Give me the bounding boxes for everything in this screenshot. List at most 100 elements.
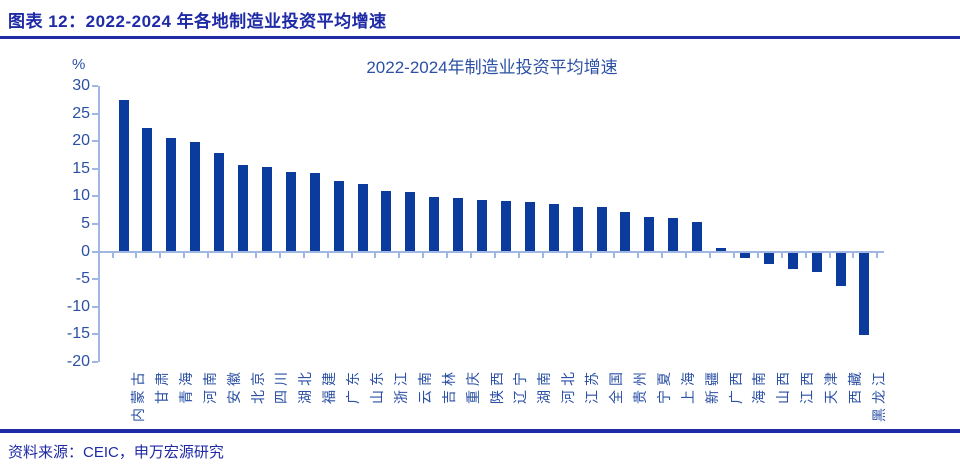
y-tick-label: 5	[81, 214, 90, 232]
x-axis-tick	[565, 251, 568, 258]
x-axis-tick	[517, 251, 520, 258]
y-tick-label: 20	[72, 132, 90, 150]
x-category-label-text: 安徽	[225, 368, 242, 404]
bar-陕西	[477, 200, 487, 252]
x-category-label-text: 北京	[249, 368, 266, 404]
y-axis-tick	[92, 167, 98, 170]
bar-广东	[333, 180, 344, 252]
bar-宁夏	[644, 217, 655, 252]
bar-河北	[548, 204, 559, 252]
x-axis-tick	[111, 251, 114, 258]
source-note: 资料来源：CEIC，申万宏源研究	[8, 444, 224, 461]
bar-湖北	[285, 172, 296, 252]
figure-caption: 图表 12：2022-2024 年各地制造业投资平均增速	[8, 12, 387, 31]
x-axis-tick	[374, 251, 377, 258]
x-axis-tick	[302, 251, 305, 258]
x-category-label-text: 湖北	[297, 368, 314, 404]
bar-浙江	[381, 190, 392, 252]
x-category-label-text: 贵州	[631, 368, 648, 404]
x-category-label-text: 吉林	[440, 368, 457, 404]
x-axis-tick	[541, 251, 544, 258]
x-category-label-text: 广西	[727, 368, 744, 404]
x-axis-tick	[685, 251, 688, 258]
y-axis-unit-label: %	[72, 56, 86, 73]
x-category-label-text: 辽宁	[512, 368, 529, 404]
bar-天津	[811, 251, 822, 272]
y-axis-tick	[92, 140, 98, 143]
x-axis-tick	[159, 251, 162, 258]
y-axis-tick	[92, 250, 98, 253]
bar-江苏	[572, 206, 583, 252]
bar-北京	[238, 164, 248, 252]
x-category-label-text: 山西	[775, 368, 792, 404]
y-tick-label: -15	[66, 325, 90, 343]
y-tick-label: 30	[72, 76, 90, 94]
x-axis-tick	[422, 251, 425, 258]
bar-江西	[787, 251, 798, 270]
bar-青海	[166, 138, 177, 252]
y-axis-tick	[92, 112, 98, 115]
x-axis-tick	[350, 251, 353, 258]
chart-title: 2022-2024年制造业投资平均增速	[366, 58, 618, 77]
x-axis-tick	[876, 251, 879, 258]
y-tick-label: 25	[72, 104, 90, 122]
bar-海南	[739, 251, 750, 258]
bar-新疆	[692, 222, 703, 252]
x-category-label-text: 河北	[560, 368, 577, 404]
bar-山东	[357, 183, 368, 252]
bar-甘肃	[142, 127, 153, 252]
x-axis-tick	[207, 251, 210, 258]
x-axis-tick	[326, 251, 329, 258]
x-category-label-text: 全国	[608, 368, 624, 404]
x-category-label-text: 云南	[416, 368, 433, 404]
y-axis-tick	[92, 195, 98, 198]
bar-吉林	[429, 197, 440, 252]
x-axis-tick	[398, 251, 401, 258]
x-axis-tick	[135, 251, 138, 258]
bottom-divider	[0, 429, 960, 433]
x-category-label-text: 浙江	[392, 368, 409, 404]
x-category-label-text: 海南	[751, 368, 768, 404]
x-axis-tick	[804, 251, 807, 258]
x-category-label-text: 内蒙古	[130, 368, 146, 422]
x-axis-tick	[493, 251, 496, 258]
bar-云南	[405, 192, 416, 252]
y-axis-tick	[92, 84, 98, 87]
bar-河南	[190, 142, 201, 252]
x-category-label-text: 宁夏	[655, 368, 672, 404]
x-category-label-text: 陕西	[488, 368, 505, 404]
x-axis-tick	[709, 251, 712, 258]
x-category-label-text: 新疆	[703, 368, 720, 404]
x-axis-tick	[278, 251, 281, 258]
x-category-label-text: 重庆	[464, 368, 481, 404]
x-axis-tick	[613, 251, 616, 258]
x-axis-tick	[589, 251, 592, 258]
x-axis-tick	[732, 251, 735, 258]
x-category-label-text: 甘肃	[153, 368, 170, 404]
y-tick-label: 10	[72, 187, 90, 205]
y-tick-label: 15	[72, 159, 90, 177]
x-category-label-text: 山东	[369, 368, 385, 404]
y-tick-label: -20	[66, 352, 90, 370]
y-axis-tick	[92, 360, 98, 363]
bar-福建	[309, 173, 320, 252]
bar-四川	[261, 167, 272, 252]
y-tick-label: -5	[75, 270, 90, 288]
bar-重庆	[453, 197, 464, 252]
x-category-label-text: 湖南	[536, 368, 553, 404]
bar-全国	[596, 207, 607, 252]
x-axis-tick	[231, 251, 234, 258]
bar-上海	[668, 218, 679, 252]
x-axis-tick	[183, 251, 186, 258]
x-category-label-text: 四川	[273, 368, 290, 404]
bar-黑龙江	[859, 251, 870, 336]
x-category-label-text: 福建	[321, 368, 338, 404]
x-category-label-text: 广东	[345, 368, 362, 404]
x-category-label-text: 西藏	[847, 368, 863, 404]
x-category-label-text: 上海	[679, 368, 696, 404]
x-axis-tick	[637, 251, 640, 258]
y-axis-tick	[92, 222, 98, 225]
x-axis-tick	[661, 251, 664, 258]
y-axis-tick	[92, 278, 98, 281]
